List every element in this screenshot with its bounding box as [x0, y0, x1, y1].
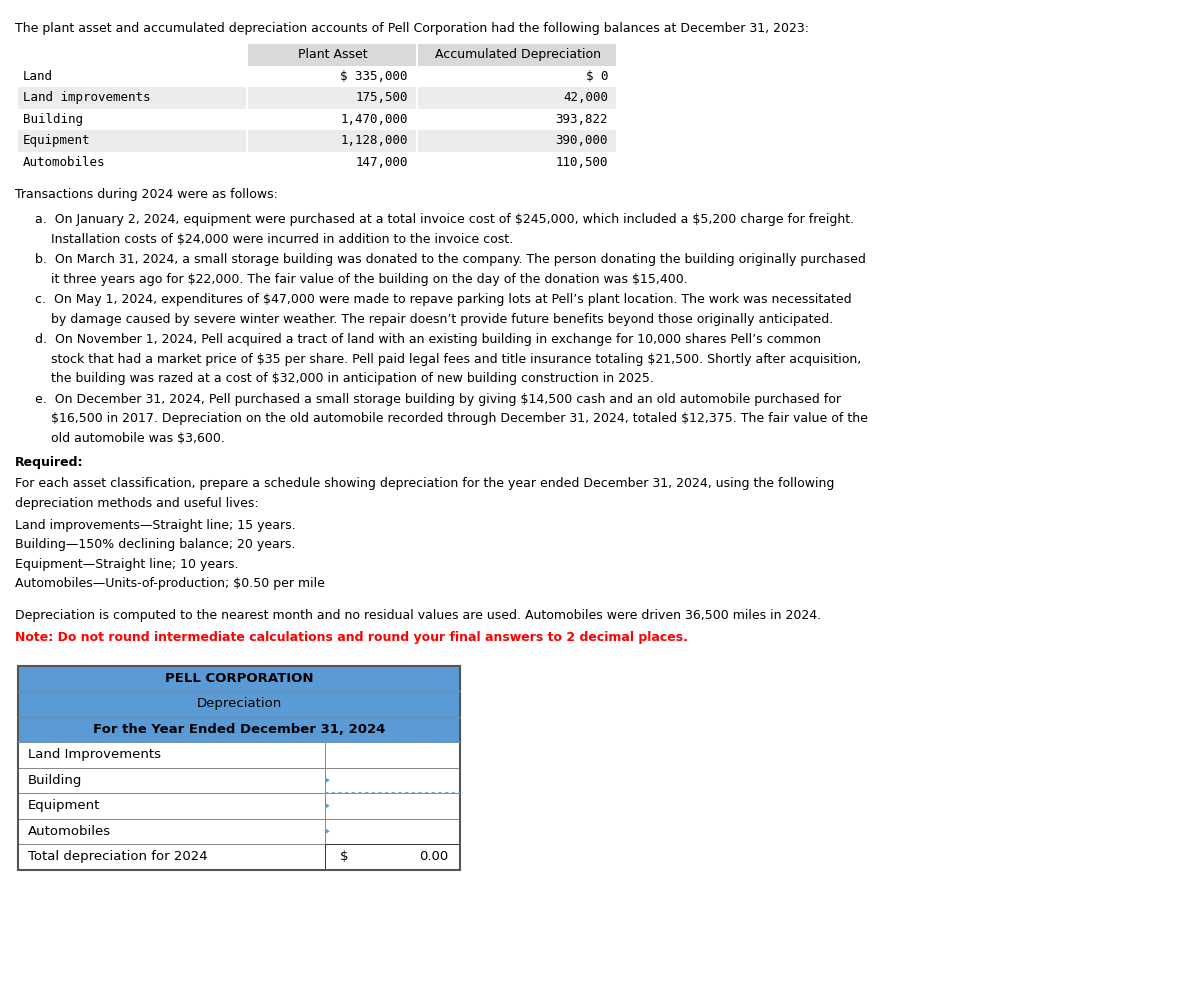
Text: e.  On December 31, 2024, Pell purchased a small storage building by giving \$14: e. On December 31, 2024, Pell purchased …	[35, 393, 841, 406]
Polygon shape	[325, 828, 330, 834]
FancyBboxPatch shape	[418, 130, 616, 151]
Text: 1,470,000: 1,470,000	[341, 113, 408, 126]
FancyBboxPatch shape	[248, 66, 416, 87]
Text: Land Improvements: Land Improvements	[28, 748, 161, 761]
Bar	[325, 844, 460, 870]
FancyBboxPatch shape	[18, 151, 246, 173]
Text: 0.00: 0.00	[419, 850, 448, 863]
Text: Building—150% declining balance; 20 years.: Building—150% declining balance; 20 year…	[14, 538, 295, 551]
Bar	[325, 793, 460, 819]
Text: 110,500: 110,500	[556, 156, 608, 169]
Bar	[18, 666, 460, 691]
Polygon shape	[325, 803, 330, 809]
Text: 42,000: 42,000	[563, 91, 608, 104]
Text: Land: Land	[23, 70, 53, 83]
Bar	[18, 793, 325, 819]
Text: Equipment—Straight line; 10 years.: Equipment—Straight line; 10 years.	[14, 558, 239, 571]
Bar	[18, 691, 460, 717]
Text: Automobiles—Units-of-production; \$0.50 per mile: Automobiles—Units-of-production; \$0.50 …	[14, 577, 325, 590]
Bar	[18, 742, 325, 768]
Text: For the Year Ended December 31, 2024: For the Year Ended December 31, 2024	[92, 723, 385, 736]
Text: Installation costs of \$24,000 were incurred in addition to the invoice cost.: Installation costs of \$24,000 were incu…	[35, 233, 514, 246]
Text: 175,500: 175,500	[355, 91, 408, 104]
FancyBboxPatch shape	[248, 44, 416, 66]
Text: Depreciation is computed to the nearest month and no residual values are used. A: Depreciation is computed to the nearest …	[14, 609, 821, 622]
Text: Building: Building	[28, 774, 83, 787]
Text: Depreciation: Depreciation	[197, 697, 282, 710]
Text: PELL CORPORATION: PELL CORPORATION	[164, 672, 313, 685]
Text: $ 0: $ 0	[586, 70, 608, 83]
Bar	[325, 819, 460, 844]
FancyBboxPatch shape	[418, 66, 616, 87]
Text: 393,822: 393,822	[556, 113, 608, 126]
Bar	[18, 666, 460, 870]
Text: stock that had a market price of \$35 per share. Pell paid legal fees and title : stock that had a market price of \$35 pe…	[35, 353, 862, 366]
Bar	[325, 768, 460, 793]
Text: by damage caused by severe winter weather. The repair doesn’t provide future ben: by damage caused by severe winter weathe…	[35, 313, 833, 326]
Text: old automobile was \$3,600.: old automobile was \$3,600.	[35, 432, 224, 445]
Text: 1,128,000: 1,128,000	[341, 134, 408, 147]
Text: Total depreciation for 2024: Total depreciation for 2024	[28, 850, 208, 863]
FancyBboxPatch shape	[418, 151, 616, 173]
Bar	[18, 819, 325, 844]
Text: $ 335,000: $ 335,000	[341, 70, 408, 83]
Text: Automobiles: Automobiles	[28, 825, 112, 838]
FancyBboxPatch shape	[18, 66, 246, 87]
FancyBboxPatch shape	[18, 87, 246, 109]
Text: The plant asset and accumulated depreciation accounts of Pell Corporation had th: The plant asset and accumulated deprecia…	[14, 22, 809, 35]
Text: 390,000: 390,000	[556, 134, 608, 147]
FancyBboxPatch shape	[248, 151, 416, 173]
FancyBboxPatch shape	[18, 130, 246, 151]
Text: Transactions during 2024 were as follows:: Transactions during 2024 were as follows…	[14, 188, 278, 201]
Polygon shape	[325, 777, 330, 783]
FancyBboxPatch shape	[18, 109, 246, 130]
Text: Equipment: Equipment	[28, 799, 101, 812]
Bar	[325, 742, 460, 768]
Text: Accumulated Depreciation: Accumulated Depreciation	[436, 48, 601, 61]
Text: Building: Building	[23, 113, 83, 126]
FancyBboxPatch shape	[248, 87, 416, 109]
Text: the building was razed at a cost of \$32,000 in anticipation of new building con: the building was razed at a cost of \$32…	[35, 372, 654, 385]
Text: Automobiles: Automobiles	[23, 156, 106, 169]
Bar	[18, 844, 325, 870]
Text: Note: Do not round intermediate calculations and round your final answers to 2 d: Note: Do not round intermediate calculat…	[14, 631, 688, 644]
FancyBboxPatch shape	[418, 109, 616, 130]
FancyBboxPatch shape	[418, 44, 616, 66]
Text: b.  On March 31, 2024, a small storage building was donated to the company. The : b. On March 31, 2024, a small storage bu…	[35, 253, 866, 266]
Text: Land improvements: Land improvements	[23, 91, 150, 104]
Text: Land improvements—Straight line; 15 years.: Land improvements—Straight line; 15 year…	[14, 519, 295, 532]
Text: 147,000: 147,000	[355, 156, 408, 169]
FancyBboxPatch shape	[248, 130, 416, 151]
Text: depreciation methods and useful lives:: depreciation methods and useful lives:	[14, 497, 259, 510]
Text: Required:: Required:	[14, 456, 84, 469]
Text: a.  On January 2, 2024, equipment were purchased at a total invoice cost of \$24: a. On January 2, 2024, equipment were pu…	[35, 213, 854, 226]
FancyBboxPatch shape	[418, 87, 616, 109]
Text: Equipment: Equipment	[23, 134, 90, 147]
Text: Plant Asset: Plant Asset	[298, 48, 368, 61]
Text: \$: \$	[340, 850, 348, 863]
Text: c.  On May 1, 2024, expenditures of \$47,000 were made to repave parking lots at: c. On May 1, 2024, expenditures of \$47,…	[35, 293, 852, 306]
FancyBboxPatch shape	[248, 109, 416, 130]
Bar	[18, 768, 325, 793]
Text: For each asset classification, prepare a schedule showing depreciation for the y: For each asset classification, prepare a…	[14, 477, 834, 490]
Bar	[18, 717, 460, 742]
Text: d.  On November 1, 2024, Pell acquired a tract of land with an existing building: d. On November 1, 2024, Pell acquired a …	[35, 333, 821, 346]
Text: \$16,500 in 2017. Depreciation on the old automobile recorded through December 3: \$16,500 in 2017. Depreciation on the ol…	[35, 412, 868, 425]
Text: it three years ago for \$22,000. The fair value of the building on the day of th: it three years ago for \$22,000. The fai…	[35, 273, 688, 286]
